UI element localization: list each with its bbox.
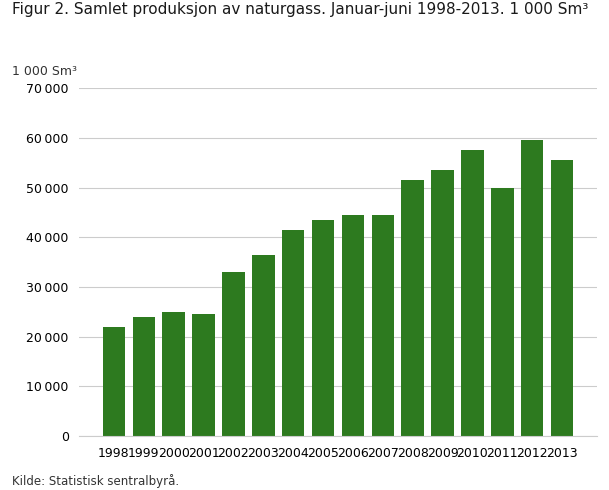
- Bar: [133, 317, 155, 436]
- Bar: [401, 180, 424, 436]
- Text: Figur 2. Samlet produksjon av naturgass. Januar-juni 1998-2013. 1 000 Sm³: Figur 2. Samlet produksjon av naturgass.…: [12, 2, 588, 18]
- Bar: [461, 150, 484, 436]
- Bar: [342, 215, 364, 436]
- Bar: [491, 188, 513, 436]
- Bar: [222, 272, 245, 436]
- Bar: [282, 230, 304, 436]
- Bar: [163, 312, 185, 436]
- Bar: [551, 160, 573, 436]
- Bar: [252, 255, 275, 436]
- Bar: [103, 327, 125, 436]
- Text: 1 000 Sm³: 1 000 Sm³: [12, 65, 77, 78]
- Text: Kilde: Statistisk sentralbyrå.: Kilde: Statistisk sentralbyrå.: [12, 473, 179, 488]
- Bar: [521, 141, 543, 436]
- Bar: [371, 215, 394, 436]
- Bar: [312, 220, 334, 436]
- Bar: [431, 170, 454, 436]
- Bar: [192, 315, 215, 436]
